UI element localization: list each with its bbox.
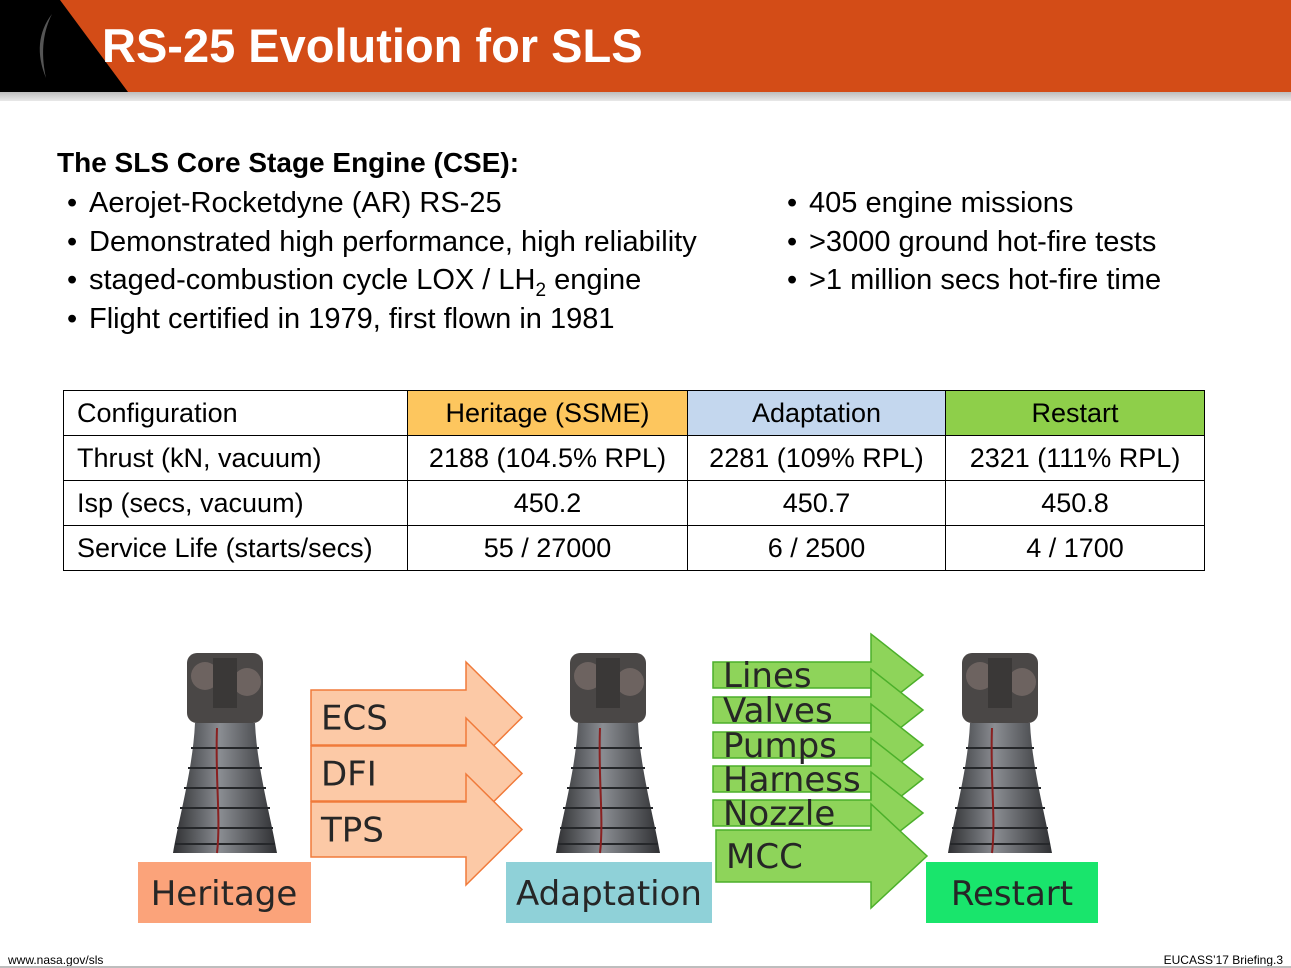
row-label: Isp (secs, vacuum) — [63, 480, 408, 526]
header-divider — [0, 92, 1291, 101]
table-cell: 450.7 — [687, 480, 946, 526]
restart-arrow-mcc — [715, 802, 929, 910]
adaptation-stage-label: Adaptation — [516, 874, 702, 914]
logo-swoosh-icon — [39, 14, 52, 78]
heritage-stage-box — [138, 862, 311, 923]
left-bullet-list: Aerojet-Rocketdyne (AR) RS-25 Demonstrat… — [63, 184, 783, 338]
footer-page-label: EUCASS’17 Briefing.3 — [1163, 953, 1283, 967]
table-cell: 4 / 1700 — [945, 525, 1205, 571]
page-title: RS-25 Evolution for SLS — [102, 19, 643, 72]
staged-line-suffix: engine — [546, 264, 642, 296]
table-cell: 2281 (109% RPL) — [687, 435, 946, 481]
bullet-continuation: staged-combustion cycle LOX / LH2 engine — [63, 261, 783, 300]
row-label: Thrust (kN, vacuum) — [63, 435, 408, 481]
restart-arrow-mcc-label: MCC — [726, 837, 803, 877]
heritage-stage-label: Heritage — [151, 874, 298, 914]
restart-stage-label: Restart — [951, 874, 1073, 914]
adaptation-arrow-ecs-label: ECS — [321, 699, 388, 739]
right-bullet-list: 405 engine missions >3000 ground hot-fir… — [783, 184, 1263, 300]
bullet-item: Flight certified in 1979, first flown in… — [63, 300, 783, 339]
table-row: Thrust (kN, vacuum) 2188 (104.5% RPL) 22… — [63, 435, 1205, 481]
bullet-item: 405 engine missions — [783, 184, 1263, 223]
header-heritage: Heritage (SSME) — [407, 390, 688, 436]
restart-arrow-harness-label: Harness — [723, 760, 861, 800]
table-cell: 55 / 27000 — [407, 525, 688, 571]
row-label: Service Life (starts/secs) — [63, 525, 408, 571]
table-cell: 6 / 2500 — [687, 525, 946, 571]
header-configuration: Configuration — [63, 390, 408, 436]
header-adaptation: Adaptation — [687, 390, 946, 436]
bullet-item: >1 million secs hot-fire time — [783, 261, 1263, 300]
restart-stage-box — [926, 862, 1098, 923]
table-cell: 2321 (111% RPL) — [945, 435, 1205, 481]
subscript-2: 2 — [535, 279, 547, 301]
table-header-row: Configuration Heritage (SSME) Adaptation… — [63, 390, 1205, 436]
table-row: Isp (secs, vacuum) 450.2 450.7 450.8 — [63, 480, 1205, 526]
title-bar — [0, 0, 1291, 92]
table-cell: 450.2 — [407, 480, 688, 526]
restart-arrow-valves-label: Valves — [723, 691, 833, 731]
header-restart: Restart — [945, 390, 1205, 436]
restart-arrow-nozzle-label: Nozzle — [723, 794, 835, 834]
bullet-item: Aerojet-Rocketdyne (AR) RS-25 — [63, 184, 783, 223]
adaptation-arrow-tps-label: TPS — [320, 811, 384, 851]
table-row: Service Life (starts/secs) 55 / 27000 6 … — [63, 525, 1205, 571]
restart-arrow-lines-label: Lines — [723, 656, 812, 696]
adaptation-arrow-tps — [310, 772, 524, 887]
bullet-item: Demonstrated high performance, high reli… — [63, 223, 783, 262]
section-heading: The SLS Core Stage Engine (CSE): — [57, 147, 520, 178]
footer-divider — [0, 966, 1291, 968]
table-cell: 2188 (104.5% RPL) — [407, 435, 688, 481]
adaptation-arrow-dfi-label: DFI — [321, 755, 377, 795]
restart-arrow-pumps-label: Pumps — [723, 726, 837, 766]
staged-line-text: staged-combustion cycle LOX / LH — [89, 264, 536, 296]
bullet-item: >3000 ground hot-fire tests — [783, 223, 1263, 262]
engine-spec-table: Configuration Heritage (SSME) Adaptation… — [63, 390, 1205, 571]
footer-url: www.nasa.gov/sls — [8, 953, 104, 967]
adaptation-stage-box — [506, 862, 712, 923]
